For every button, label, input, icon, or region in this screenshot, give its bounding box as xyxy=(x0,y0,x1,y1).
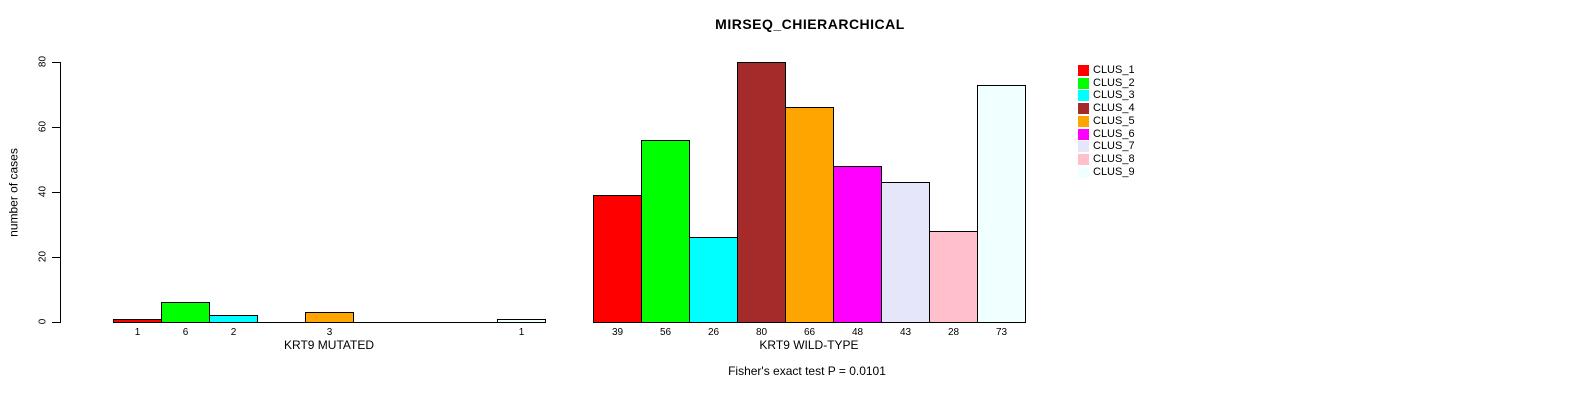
bar-CLUS_2 xyxy=(641,140,690,323)
legend-label: CLUS_4 xyxy=(1093,102,1135,115)
bar-CLUS_8 xyxy=(929,231,978,323)
y-tick xyxy=(52,192,60,193)
bar-CLUS_5 xyxy=(305,312,354,323)
bar-CLUS_9 xyxy=(497,319,546,323)
bar-value-label: 28 xyxy=(947,327,960,338)
legend-item: CLUS_2 xyxy=(1078,77,1135,90)
y-tick xyxy=(52,62,60,63)
y-tick xyxy=(52,127,60,128)
legend-item: CLUS_4 xyxy=(1078,102,1135,115)
legend-item: CLUS_7 xyxy=(1078,141,1135,154)
y-axis-line xyxy=(60,62,61,323)
legend-label: CLUS_6 xyxy=(1093,127,1135,140)
legend-swatch-icon xyxy=(1078,64,1089,76)
y-tick-label: 60 xyxy=(37,120,49,133)
y-tick-label: 20 xyxy=(37,250,49,263)
y-axis-title: number of cases xyxy=(6,148,21,237)
legend-item: CLUS_8 xyxy=(1078,153,1135,166)
legend-label: CLUS_5 xyxy=(1093,114,1135,127)
bar-CLUS_2 xyxy=(161,302,210,323)
legend-item: CLUS_9 xyxy=(1078,166,1135,179)
bar-CLUS_7 xyxy=(881,182,930,323)
bar-CLUS_3 xyxy=(209,315,258,323)
bar-CLUS_5 xyxy=(785,107,834,323)
bar-value-label: 43 xyxy=(899,327,912,338)
legend-swatch-icon xyxy=(1078,115,1089,127)
y-tick xyxy=(52,257,60,258)
fisher-test-note: Fisher's exact test P = 0.0101 xyxy=(728,364,886,378)
chart-title: MIRSEQ_CHIERARCHICAL xyxy=(715,16,905,32)
y-tick xyxy=(52,322,60,323)
bar-value-label: 26 xyxy=(707,327,720,338)
y-tick-label: 80 xyxy=(37,55,49,68)
bar-value-label: 1 xyxy=(518,327,525,338)
y-tick-label: 40 xyxy=(37,185,49,198)
legend: CLUS_1 CLUS_2 CLUS_3 CLUS_4 CLUS_5 CLUS_6 CLUS… xyxy=(1078,64,1135,179)
legend-label: CLUS_9 xyxy=(1093,165,1135,178)
bar-CLUS_4 xyxy=(737,62,786,323)
x-axis-label-wild-type: KRT9 WILD-TYPE xyxy=(759,338,859,352)
legend-swatch-icon xyxy=(1078,128,1089,140)
bar-CLUS_3 xyxy=(689,237,738,323)
bar-CLUS_1 xyxy=(593,195,642,323)
legend-item: CLUS_1 xyxy=(1078,64,1135,77)
legend-item: CLUS_6 xyxy=(1078,128,1135,141)
legend-label: CLUS_2 xyxy=(1093,76,1135,89)
bar-value-label: 1 xyxy=(134,327,141,338)
bar-value-label: 48 xyxy=(851,327,864,338)
bar-value-label: 6 xyxy=(182,327,189,338)
bar-CLUS_6 xyxy=(833,166,882,323)
legend-label: CLUS_7 xyxy=(1093,140,1135,153)
legend-label: CLUS_1 xyxy=(1093,63,1135,76)
bar-value-label: 3 xyxy=(326,327,333,338)
bar-CLUS_9 xyxy=(977,85,1026,323)
bar-value-label: 39 xyxy=(611,327,624,338)
bar-value-label: 73 xyxy=(995,327,1008,338)
bar-value-label: 56 xyxy=(659,327,672,338)
legend-label: CLUS_8 xyxy=(1093,153,1135,166)
legend-swatch-icon xyxy=(1078,77,1089,89)
bar-value-label: 80 xyxy=(755,327,768,338)
bar-CLUS_1 xyxy=(113,319,162,323)
legend-swatch-icon xyxy=(1078,154,1089,166)
bar-value-label: 2 xyxy=(230,327,237,338)
legend-label: CLUS_3 xyxy=(1093,89,1135,102)
legend-swatch-icon xyxy=(1078,103,1089,115)
legend-swatch-icon xyxy=(1078,141,1089,153)
y-tick-label: 0 xyxy=(37,318,49,325)
legend-item: CLUS_5 xyxy=(1078,115,1135,128)
x-axis-label-mutated: KRT9 MUTATED xyxy=(283,338,375,352)
bar-value-label: 66 xyxy=(803,327,816,338)
legend-item: CLUS_3 xyxy=(1078,90,1135,103)
legend-swatch-icon xyxy=(1078,90,1089,102)
legend-swatch-icon xyxy=(1078,166,1089,178)
